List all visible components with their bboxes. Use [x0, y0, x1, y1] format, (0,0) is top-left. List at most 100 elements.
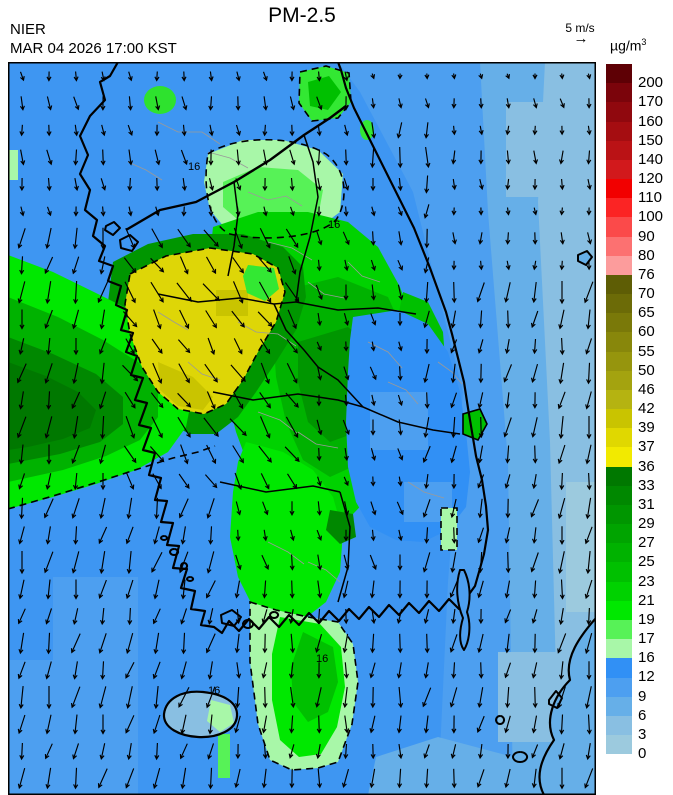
legend-value-label: 36: [638, 457, 655, 475]
wind-arrow: [424, 281, 430, 304]
legend-color-segment: [606, 639, 632, 659]
wind-arrow: [531, 662, 538, 679]
wind-arrow: [19, 96, 25, 111]
wind-arrow: [504, 474, 511, 489]
wind-arrow: [73, 338, 79, 356]
wind-arrow: [558, 661, 564, 680]
wind-arrow: [235, 178, 242, 191]
legend-value-label: 37: [638, 438, 655, 456]
wind-arrow: [505, 98, 511, 109]
wind-arrow: [423, 417, 430, 438]
wind-arrow: [46, 686, 52, 710]
wind-arrow: [532, 207, 538, 216]
wind-arrow: [234, 472, 243, 491]
wind-arrow: [151, 338, 163, 354]
wind-arrow: [450, 552, 457, 573]
wind-arrow: [99, 338, 107, 355]
wind-arrow: [154, 177, 160, 192]
wind-arrow: [557, 391, 566, 410]
county-boundary-line: [407, 481, 445, 499]
legend-value-label: 33: [638, 476, 655, 494]
legend-value-label: 42: [638, 400, 655, 417]
concentration-contour-line: [298, 65, 352, 122]
wind-arrow: [258, 257, 272, 273]
wind-arrow: [44, 743, 53, 760]
wind-arrow: [370, 686, 376, 709]
wind-arrow: [369, 662, 376, 679]
wind-arrow: [232, 281, 244, 304]
wind-arrow: [397, 554, 403, 571]
wind-arrow: [73, 96, 80, 111]
wind-arrow: [235, 206, 241, 217]
wind-arrow: [586, 416, 592, 440]
wind-arrow: [16, 363, 27, 384]
wind-arrow: [208, 206, 214, 217]
wind-arrow: [504, 580, 511, 599]
wind-arrow: [99, 551, 106, 575]
wind-arrow: [450, 498, 457, 519]
wind-arrow: [73, 280, 79, 305]
legend-value-label: 140: [638, 150, 664, 168]
wind-arrow: [235, 608, 241, 625]
wind-arrow: [424, 527, 430, 544]
jeju-pale-green: [207, 700, 234, 732]
wind-arrow: [46, 632, 52, 655]
wind-arrow: [100, 178, 107, 191]
wind-arrow: [125, 579, 134, 600]
wind-arrow: [423, 662, 429, 679]
wind-arrow: [317, 366, 323, 381]
wind-arrow: [205, 633, 216, 654]
wind-arrow: [289, 768, 295, 789]
legend-value-label: 120: [638, 170, 664, 187]
wind-arrow: [98, 633, 107, 654]
wind-arrow: [20, 149, 26, 166]
wind-arrow: [343, 394, 349, 407]
wind-arrow: [97, 281, 109, 304]
wind-arrow: [288, 609, 294, 625]
wind-arrow: [504, 633, 510, 654]
wind-arrow: [45, 608, 53, 625]
wind-arrow: [397, 313, 403, 327]
wind-arrow: [234, 715, 241, 734]
wind-arrow: [203, 229, 219, 247]
wind-arrow: [532, 338, 538, 355]
wind-arrow: [43, 551, 54, 574]
wind-arrow: [231, 310, 245, 328]
wind-arrow: [423, 363, 430, 384]
wind-arrow: [316, 259, 322, 272]
wind-arrow: [99, 444, 107, 465]
wind-arrow: [450, 310, 457, 329]
wind-arrow: [44, 363, 53, 384]
wind-arrow: [152, 473, 162, 490]
legend-color-segment: [606, 409, 632, 429]
wind-arrow: [287, 309, 297, 330]
wind-arrow: [97, 768, 108, 789]
county-boundary-line: [257, 411, 299, 435]
wind-arrow: [451, 150, 457, 165]
wind-arrow: [478, 416, 484, 439]
legend-value-label: 170: [638, 93, 664, 111]
wind-arrow: [177, 339, 191, 354]
wind-arrow: [478, 150, 484, 165]
wind-arrow: [123, 445, 137, 464]
wind-arrow: [478, 608, 484, 625]
wind-arrow: [532, 178, 538, 191]
wind-arrow: [16, 416, 27, 439]
wind-arrow: [181, 632, 187, 655]
legend-color-segment: [606, 466, 632, 486]
wind-arrow: [370, 501, 377, 516]
wind-arrow: [45, 337, 52, 356]
wind-arrow: [530, 552, 539, 573]
wind-arrow: [285, 392, 299, 408]
wind-arrow: [44, 416, 53, 439]
legend-value-label: 65: [638, 304, 655, 322]
wind-arrow: [100, 473, 106, 491]
wind-arrow: [127, 177, 133, 192]
wind-arrow: [259, 416, 271, 439]
wind-arrow: [530, 499, 540, 518]
wind-arrow: [17, 661, 26, 680]
wind-arrow: [180, 767, 187, 790]
west-sea-patch-1: [8, 660, 138, 795]
wind-arrow: [178, 363, 190, 384]
wind-arrow: [478, 73, 484, 80]
